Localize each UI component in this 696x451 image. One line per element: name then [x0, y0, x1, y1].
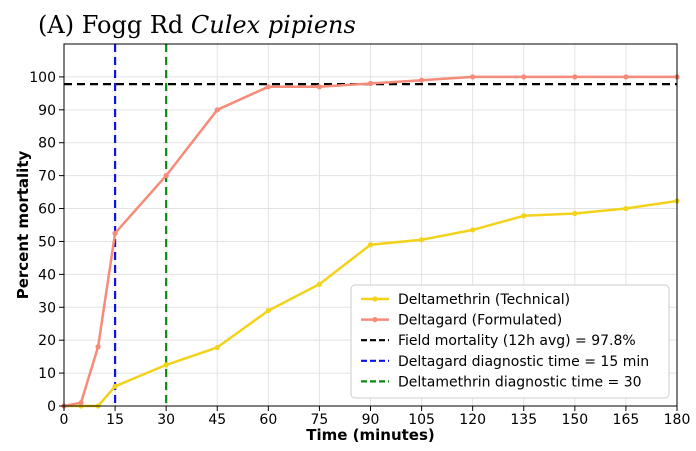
y-axis-label: Percent mortality — [14, 151, 32, 300]
data-series — [61, 74, 680, 409]
legend-label: Deltagard diagnostic time = 15 min — [398, 354, 649, 370]
y-tick-label: 20 — [38, 333, 56, 349]
y-tick-label: 10 — [38, 366, 56, 382]
legend-marker — [372, 317, 378, 323]
data-point — [521, 74, 527, 80]
data-point — [470, 74, 476, 80]
axes: 0 15 30 45 60 75 90 105 120 135 150 165 180 0 10 20 30 40… — [29, 43, 691, 428]
data-point — [418, 77, 425, 83]
data-point — [623, 74, 629, 80]
data-point — [78, 400, 84, 406]
data-point — [367, 242, 374, 248]
data-point — [316, 281, 323, 287]
x-tick-label: 15 — [106, 412, 124, 428]
data-point — [112, 383, 118, 389]
y-tick-label: 80 — [38, 136, 56, 152]
y-tick-label: 90 — [38, 103, 56, 119]
x-tick-label: 90 — [362, 412, 380, 428]
x-tick-label: 150 — [561, 412, 588, 428]
x-tick-label: 135 — [510, 412, 537, 428]
x-tick-label: 165 — [613, 412, 640, 428]
legend-marker — [372, 296, 378, 302]
data-point — [95, 344, 101, 350]
y-tick-label: 100 — [29, 70, 56, 86]
x-tick-label: 0 — [60, 412, 69, 428]
x-tick-label: 105 — [408, 412, 435, 428]
legend-box — [350, 284, 670, 399]
x-tick-label: 180 — [664, 412, 691, 428]
legend-label: Field mortality (12h avg) = 97.8% — [398, 333, 636, 349]
data-point — [572, 210, 578, 217]
y-tick-label: 30 — [38, 300, 56, 316]
x-tick-label: 75 — [311, 412, 329, 428]
data-point — [470, 227, 476, 233]
x-tick-label: 60 — [259, 412, 277, 428]
data-point — [214, 107, 220, 113]
data-point — [265, 84, 271, 90]
y-tick-label: 40 — [38, 267, 56, 283]
y-tick-label: 0 — [47, 399, 56, 415]
data-point — [367, 80, 374, 87]
data-point — [521, 213, 527, 219]
data-point — [316, 84, 323, 90]
legend-label: Deltamethrin (Technical) — [398, 292, 570, 308]
y-tick-label: 50 — [38, 234, 56, 250]
x-tick-label: 30 — [157, 412, 175, 428]
chart-title: (A) Fogg Rd Culex pipiens — [38, 11, 356, 39]
y-tick-label: 60 — [38, 202, 56, 218]
legend-label: Deltagard (Formulated) — [398, 313, 562, 329]
data-point — [163, 173, 169, 179]
x-tick-label: 45 — [208, 412, 226, 428]
data-point — [623, 205, 629, 212]
y-tick-label: 70 — [38, 169, 56, 185]
data-point — [265, 307, 271, 314]
data-point — [163, 362, 169, 368]
data-point — [214, 344, 220, 351]
data-point — [112, 230, 118, 236]
x-axis-label: Time (minutes) — [306, 426, 435, 444]
x-tick-label: 120 — [459, 412, 486, 428]
legend-label: Deltamethrin diagnostic time = 30 — [398, 374, 642, 390]
data-point — [418, 237, 425, 243]
legend: Deltamethrin (Technical) Deltagard (Formu… — [350, 284, 670, 399]
data-point — [572, 74, 578, 80]
